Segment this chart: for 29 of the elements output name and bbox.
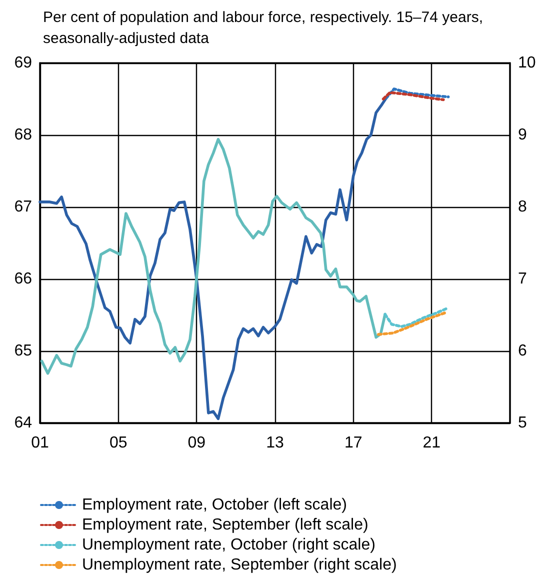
x-tick-label: 17 (344, 434, 362, 452)
x-tick-label: 01 (31, 434, 49, 452)
x-tick-label: 21 (422, 434, 441, 452)
y-tick-label: 65 (14, 342, 32, 360)
line-series (382, 91, 445, 102)
chart-subtitle: Per cent of population and labour force, respectively. 15–74 years, seasonally-adjusted data (43, 9, 488, 47)
y-tick-label: 69 (14, 54, 32, 72)
y2-tick-label: 5 (518, 414, 527, 432)
y2-tick-label: 7 (518, 270, 527, 288)
line-series (40, 138, 386, 375)
y-tick-label: 64 (14, 414, 32, 432)
legend-label: Employment rate, October (left scale) (82, 496, 347, 514)
y2-tick-label: 8 (518, 198, 527, 216)
y2-tick-label: 6 (518, 342, 527, 360)
legend-label: Unemployment rate, October (right scale) (82, 536, 376, 554)
line-series (384, 306, 450, 328)
x-tick-label: 09 (188, 434, 206, 452)
line-series (38, 96, 388, 420)
x-tick-label: 13 (266, 434, 284, 452)
y2-tick-label: 9 (518, 126, 527, 144)
legend-label: Employment rate, September (left scale) (82, 516, 368, 534)
line-series (384, 88, 450, 100)
x-tick-label: 05 (109, 434, 128, 452)
line-series (377, 311, 446, 336)
y-tick-label: 66 (14, 270, 32, 288)
y-tick-label: 68 (14, 126, 32, 144)
y2-tick-label: 10 (518, 54, 536, 72)
legend-label: Unemployment rate, September (right scale) (82, 556, 397, 574)
y-tick-label: 67 (14, 198, 32, 216)
